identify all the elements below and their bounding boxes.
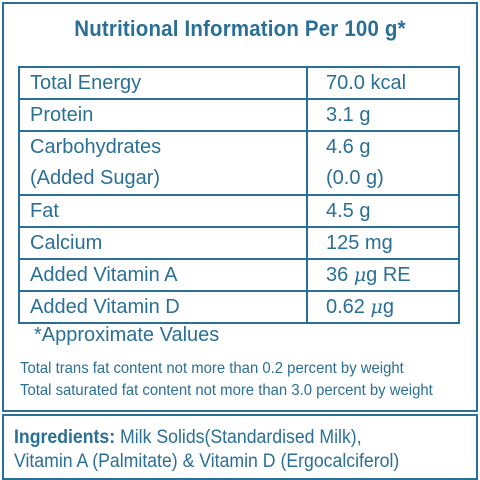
- table-row: Protein 3.1 g: [18, 98, 460, 132]
- value-unit: g: [382, 295, 394, 318]
- value-unit: g RE: [366, 263, 411, 286]
- value-unit-mu: μ: [370, 295, 383, 318]
- nutrient-value: 4.5 g: [306, 194, 460, 228]
- ingredients-label: Ingredients:: [14, 427, 116, 448]
- table-row: Carbohydrates (Added Sugar) 4.6 g (0.0 g…: [18, 130, 460, 196]
- nutrient-name: Added Vitamin A: [18, 258, 308, 292]
- nutrient-name: Carbohydrates (Added Sugar): [18, 130, 308, 196]
- approximate-values-note: *Approximate Values: [34, 324, 220, 346]
- trans-fat-note: Total trans fat content not more than 0.…: [20, 360, 404, 377]
- ingredients-line-2: Vitamin A (Palmitate) & Vitamin D (Ergoc…: [14, 451, 400, 472]
- nutrient-value: 0.62 μg: [306, 290, 460, 324]
- nutrient-name-sub: (Added Sugar): [30, 167, 161, 189]
- nutrient-value: 4.6 g (0.0 g): [306, 130, 460, 196]
- nutrient-value: 125 mg: [306, 226, 460, 260]
- ingredients-text: Ingredients: Milk Solids(Standardised Mi…: [14, 426, 399, 474]
- nutrient-value-sub: (0.0 g): [326, 167, 384, 189]
- ingredients-panel: Ingredients: Milk Solids(Standardised Mi…: [2, 414, 478, 480]
- nutrient-name: Total Energy: [18, 66, 308, 100]
- nutrient-value: 70.0 kcal: [306, 66, 460, 100]
- value-number: 36: [326, 263, 349, 286]
- panel-title: Nutritional Information Per 100 g*: [74, 16, 406, 41]
- nutrient-name: Protein: [18, 98, 308, 132]
- nutrient-value-primary: 4.6 g: [326, 136, 371, 158]
- table-row: Added Vitamin A 36 μg RE: [18, 258, 460, 292]
- nutrition-panel: Nutritional Information Per 100 g* Total…: [2, 2, 478, 412]
- nutrient-value: 36 μg RE: [306, 258, 460, 292]
- ingredients-line-1: Milk Solids(Standardised Milk),: [120, 427, 362, 448]
- nutrient-name-primary: Carbohydrates: [30, 136, 162, 158]
- table-row: Added Vitamin D 0.62 μg: [18, 290, 460, 324]
- table-row: Calcium 125 mg: [18, 226, 460, 260]
- value-unit-mu: μ: [353, 263, 367, 286]
- nutrient-value: 3.1 g: [306, 98, 460, 132]
- nutrition-table: Total Energy 70.0 kcal Protein 3.1 g Car…: [18, 66, 460, 324]
- nutrient-name: Fat: [18, 194, 308, 228]
- table-row: Fat 4.5 g: [18, 194, 460, 228]
- nutrient-name: Calcium: [18, 226, 308, 260]
- nutrient-name: Added Vitamin D: [18, 290, 308, 324]
- value-number: 0.62: [326, 295, 365, 318]
- table-row: Total Energy 70.0 kcal: [18, 66, 460, 100]
- fat-notes: Total trans fat content not more than 0.…: [20, 358, 433, 402]
- saturated-fat-note: Total saturated fat content not more tha…: [20, 382, 433, 399]
